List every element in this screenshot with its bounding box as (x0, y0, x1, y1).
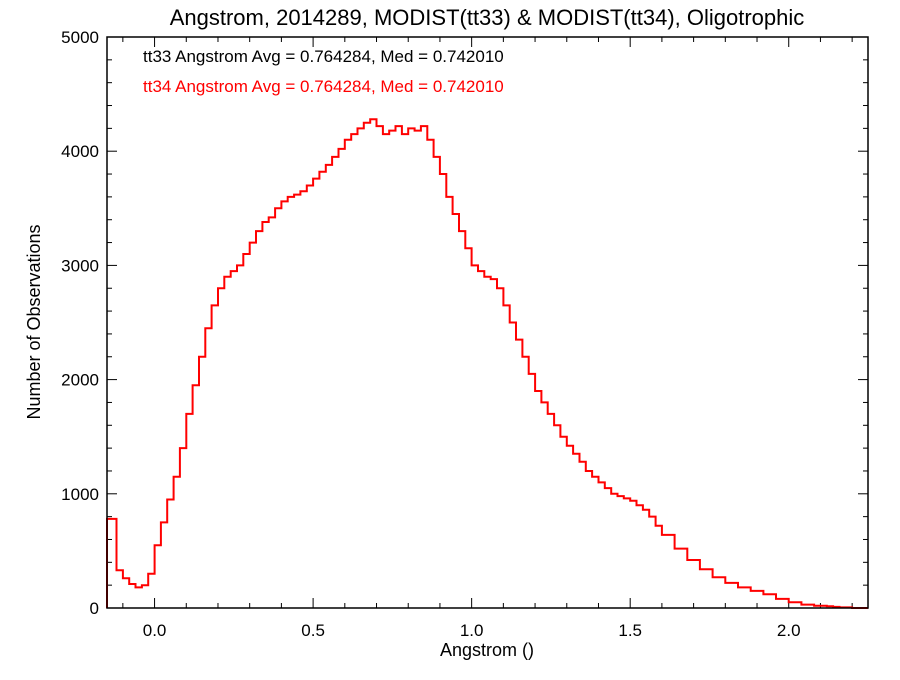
plot-frame (106, 36, 869, 609)
y-tick-label: 0 (90, 599, 99, 618)
x-axis-label: Angstrom () (440, 640, 534, 660)
annotation-tt33-stats: tt33 Angstrom Avg = 0.764284, Med = 0.74… (143, 47, 504, 66)
x-tick-label: 1.5 (618, 621, 642, 640)
y-tick-label: 2000 (61, 371, 99, 390)
series-line-0 (106, 118, 868, 609)
annotation-tt34-stats: tt34 Angstrom Avg = 0.764284, Med = 0.74… (143, 77, 504, 96)
axis-ticks: 0.0 0.5 1.0 1.5 2.0 0 1000 2000 3000 4000 5000 (61, 28, 868, 640)
x-tick-label: 0.5 (301, 621, 325, 640)
x-tick-label: 0.0 (143, 621, 167, 640)
y-tick-label: 1000 (61, 485, 99, 504)
series-layer (106, 118, 868, 609)
x-tick-label: 1.0 (460, 621, 484, 640)
y-axis-label: Number of Observations (24, 224, 44, 419)
x-tick-label: 2.0 (777, 621, 801, 640)
y-tick-label: 5000 (61, 28, 99, 47)
chart-title: Angstrom, 2014289, MODIST(tt33) & MODIST… (170, 5, 805, 30)
y-tick-label: 3000 (61, 256, 99, 275)
y-tick-label: 4000 (61, 142, 99, 161)
